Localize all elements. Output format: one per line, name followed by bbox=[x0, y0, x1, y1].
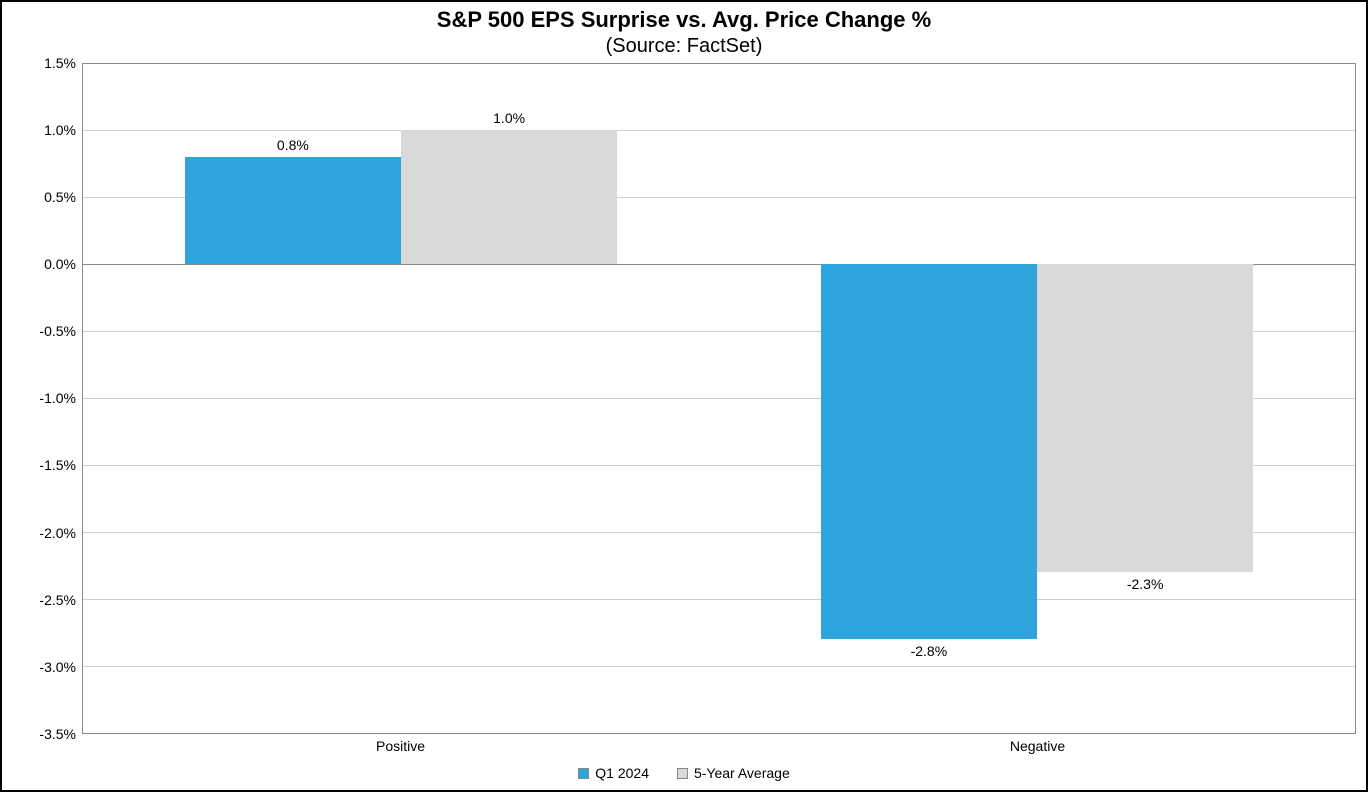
bar bbox=[185, 157, 401, 264]
x-axis: PositiveNegative bbox=[82, 734, 1356, 758]
y-tick-label: -1.0% bbox=[39, 390, 76, 406]
legend-item: 5-Year Average bbox=[677, 765, 790, 781]
bar-value-label: 1.0% bbox=[493, 110, 525, 126]
bar bbox=[1037, 264, 1253, 572]
bar-value-label: -2.8% bbox=[911, 643, 948, 659]
chart-subtitle: (Source: FactSet) bbox=[12, 34, 1356, 59]
bar bbox=[401, 130, 617, 264]
gridline bbox=[83, 130, 1355, 131]
x-category-label: Negative bbox=[719, 734, 1356, 758]
gridline bbox=[83, 666, 1355, 667]
plot-wrapper: 1.5%1.0%0.5%0.0%-0.5%-1.0%-1.5%-2.0%-2.5… bbox=[12, 63, 1356, 735]
y-tick-label: -1.5% bbox=[39, 457, 76, 473]
bar bbox=[821, 264, 1037, 639]
chart-title: S&P 500 EPS Surprise vs. Avg. Price Chan… bbox=[12, 6, 1356, 34]
y-tick-label: -0.5% bbox=[39, 323, 76, 339]
y-tick-label: 1.5% bbox=[44, 55, 76, 71]
y-tick-label: 0.0% bbox=[44, 256, 76, 272]
chart-frame: S&P 500 EPS Surprise vs. Avg. Price Chan… bbox=[0, 0, 1368, 792]
chart-title-block: S&P 500 EPS Surprise vs. Avg. Price Chan… bbox=[12, 6, 1356, 59]
legend: Q1 2024 5-Year Average bbox=[12, 760, 1356, 786]
legend-label: 5-Year Average bbox=[694, 765, 790, 781]
gridline bbox=[83, 599, 1355, 600]
legend-item: Q1 2024 bbox=[578, 765, 649, 781]
y-axis: 1.5%1.0%0.5%0.0%-0.5%-1.0%-1.5%-2.0%-2.5… bbox=[12, 63, 82, 735]
y-tick-label: -2.0% bbox=[39, 525, 76, 541]
bar-value-label: -2.3% bbox=[1127, 576, 1164, 592]
legend-label: Q1 2024 bbox=[595, 765, 649, 781]
legend-swatch bbox=[677, 768, 688, 779]
y-tick-label: 1.0% bbox=[44, 122, 76, 138]
y-tick-label: -2.5% bbox=[39, 592, 76, 608]
bar-value-label: 0.8% bbox=[277, 137, 309, 153]
y-tick-label: -3.5% bbox=[39, 726, 76, 742]
plot-area: 0.8% 1.0% -2.8% -2.3% bbox=[82, 63, 1356, 735]
legend-swatch bbox=[578, 768, 589, 779]
x-category-label: Positive bbox=[82, 734, 719, 758]
y-tick-label: 0.5% bbox=[44, 189, 76, 205]
y-tick-label: -3.0% bbox=[39, 659, 76, 675]
